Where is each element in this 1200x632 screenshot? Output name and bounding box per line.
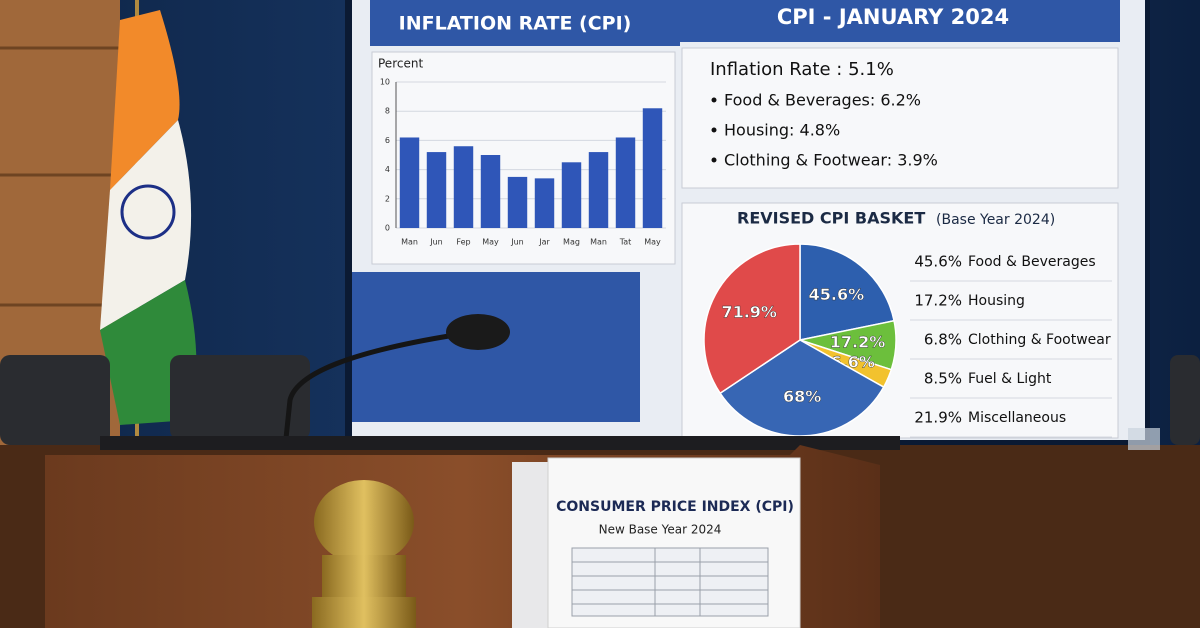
bar <box>561 162 582 228</box>
legend-name: Clothing & Footwear <box>968 332 1111 348</box>
y-tick-label: 2 <box>385 194 390 203</box>
emblem <box>312 480 416 628</box>
pie-label: 17.2% <box>830 333 886 352</box>
y-tick-label: 10 <box>380 78 390 87</box>
bar <box>534 178 555 228</box>
x-tick-label: Jar <box>538 238 550 247</box>
bullet-dot <box>711 97 717 103</box>
legend-name: Miscellaneous <box>968 410 1066 426</box>
bar <box>507 176 528 228</box>
x-tick-label: Man <box>401 238 418 247</box>
bullet-dot <box>711 157 717 163</box>
bar <box>615 137 636 228</box>
pie-label: 71.9% <box>721 302 777 321</box>
bar <box>588 152 609 228</box>
bullet-text: Clothing & Footwear: 3.9% <box>724 151 938 170</box>
y-axis-label: Percent <box>378 57 423 71</box>
legend-name: Fuel & Light <box>968 371 1052 387</box>
x-tick-label: Mag <box>563 238 580 247</box>
x-tick-label: May <box>644 238 661 247</box>
pie-title: REVISED CPI BASKET <box>737 209 925 228</box>
x-tick-label: Jun <box>510 238 524 247</box>
x-tick-label: Fep <box>456 238 470 247</box>
bullet-panel <box>681 47 1119 189</box>
bar <box>453 146 474 228</box>
pie-label: 68% <box>783 387 821 406</box>
legend-value: 6.8% <box>924 331 962 349</box>
left-header-bar <box>370 0 680 46</box>
legend-value: 45.6% <box>914 253 962 271</box>
bar <box>480 155 501 228</box>
document-title: CONSUMER PRICE INDEX (CPI) <box>556 499 794 515</box>
bullet-text: Housing: 4.8% <box>724 121 840 140</box>
glass <box>1128 428 1160 450</box>
bullet-dot <box>711 127 717 133</box>
desk-rail <box>100 436 900 450</box>
legend-name: Housing <box>968 293 1025 309</box>
pie-subtitle: (Base Year 2024) <box>936 212 1055 228</box>
y-tick-label: 0 <box>385 224 390 233</box>
legend-value: 8.5% <box>924 370 962 388</box>
y-tick-label: 4 <box>385 165 390 174</box>
chairs <box>0 355 1200 445</box>
y-tick-label: 8 <box>385 107 390 116</box>
bullet-text: Inflation Rate : 5.1% <box>710 59 894 80</box>
document-subtitle: New Base Year 2024 <box>599 523 722 537</box>
bar <box>426 152 447 228</box>
pie-slice <box>799 243 895 341</box>
bullet-text: Food & Beverages: 6.2% <box>724 91 921 110</box>
y-tick-label: 6 <box>385 136 390 145</box>
microphone <box>282 314 510 449</box>
pie-slice <box>719 339 885 437</box>
pie-label: 45.6% <box>809 285 865 304</box>
left-header: INFLATION RATE (CPI) <box>399 13 632 35</box>
bar <box>399 137 420 228</box>
legend-value: 21.9% <box>914 409 962 427</box>
x-tick-label: Tat <box>619 238 632 247</box>
pie-slice <box>703 243 801 395</box>
flag <box>100 0 197 440</box>
x-tick-label: May <box>482 238 499 247</box>
document-table <box>571 547 769 617</box>
legend-name: Food & Beverages <box>968 254 1096 270</box>
right-header: CPI - JANUARY 2024 <box>777 5 1009 29</box>
bar <box>642 108 663 228</box>
x-tick-label: Jun <box>429 238 443 247</box>
right-header-bar <box>680 0 1120 42</box>
legend-value: 17.2% <box>914 292 962 310</box>
panel-seams <box>0 46 120 307</box>
x-tick-label: Man <box>590 238 607 247</box>
